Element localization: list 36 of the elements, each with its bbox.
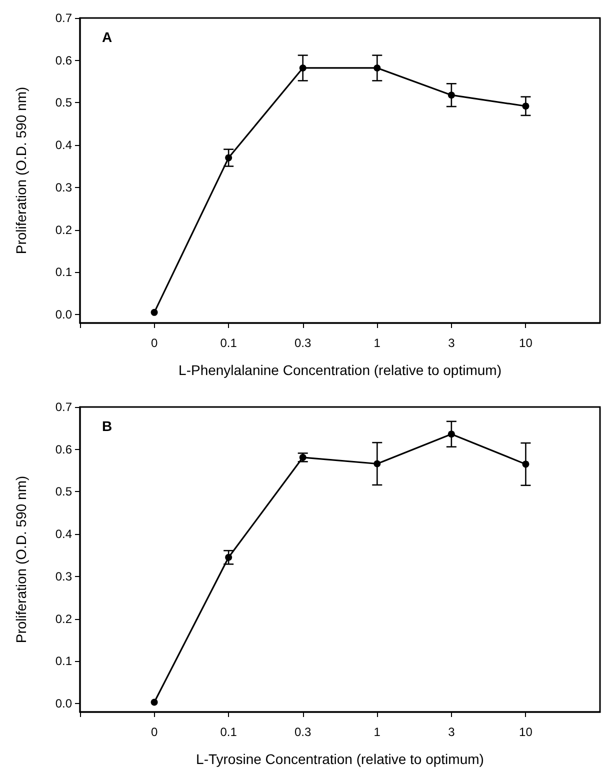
y-tick-label: 0.1 [55,265,72,280]
x-tick-label: 1 [374,336,381,350]
x-tick-label: 0.3 [294,336,312,350]
y-tick-label: 0.3 [55,569,72,584]
annotation: B [102,418,112,434]
y-tick-label: 0.6 [55,53,72,68]
x-tick-label: 0 [150,336,158,350]
y-tick-label: 0.2 [55,222,72,237]
y-tick-label: 0.4 [55,138,72,152]
point [150,698,158,706]
x-tick-label: 3 [448,725,456,739]
x-tick-label: 0 [150,725,158,739]
point [150,308,158,316]
y-axis-title: Proliferation (O.D. 590 nm) [13,476,29,644]
y-tick-label: 0.4 [55,527,72,542]
x-axis-title: L-Tyrosine Concentration (relative to optimum) [196,751,484,767]
y-tick-label: 0.5 [55,484,72,499]
y-axis-title: Proliferation (O.D. 590 nm) [13,86,29,254]
y-tick-label: 0.7 [55,11,72,25]
x-tick-label: 0.1 [220,336,238,350]
y-tick-label: 0.0 [55,696,72,711]
y-tick-label: 0.7 [55,400,72,414]
y-tick-label: 0.6 [55,442,72,456]
y-tick-label: 0.3 [55,180,72,194]
y-tick-label: 0.0 [55,308,72,322]
x-axis-title: L-Phenylalanine Concentration (relative to optimum) [178,362,502,378]
x-tick-label: 10 [519,725,533,739]
x-tick-label: 0.3 [294,725,312,739]
x-tick-label: 3 [448,336,456,350]
y-tick-label: 0.1 [55,654,72,668]
x-tick-label: 10 [519,336,533,350]
y-tick-label: 0.2 [55,612,72,626]
y-tick-label: 0.5 [55,96,72,110]
annotation: A [102,29,112,45]
x-tick-label: 1 [374,725,381,739]
x-tick-label: 0.1 [220,725,238,739]
